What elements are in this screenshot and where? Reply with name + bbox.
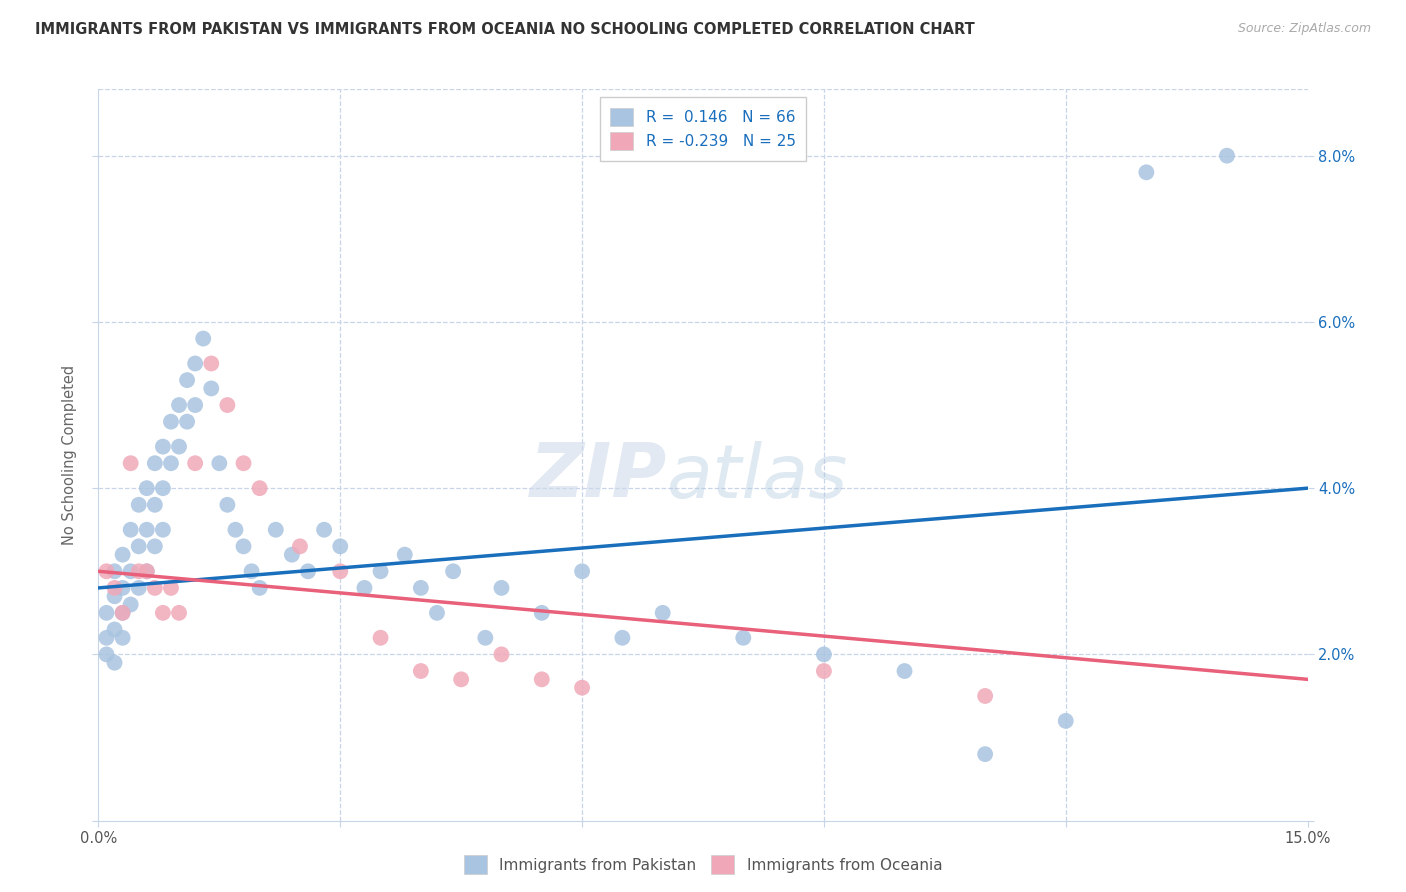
Point	[297, 564, 319, 578]
Point	[232, 456, 254, 470]
Point	[143, 498, 166, 512]
Point	[111, 606, 134, 620]
Point	[103, 581, 125, 595]
Point	[111, 581, 134, 595]
Point	[232, 539, 254, 553]
Text: ZIP: ZIP	[530, 441, 666, 514]
Point	[281, 548, 304, 562]
Point	[426, 606, 449, 620]
Point	[240, 564, 263, 578]
Point	[120, 523, 142, 537]
Point	[160, 456, 183, 470]
Point	[96, 648, 118, 662]
Point	[314, 523, 336, 537]
Point	[264, 523, 287, 537]
Point	[152, 440, 174, 454]
Point	[200, 381, 222, 395]
Point	[135, 564, 157, 578]
Point	[1135, 165, 1157, 179]
Point	[143, 581, 166, 595]
Point	[571, 564, 593, 578]
Point	[184, 356, 207, 370]
Point	[152, 481, 174, 495]
Legend: R =  0.146   N = 66, R = -0.239   N = 25: R = 0.146 N = 66, R = -0.239 N = 25	[600, 97, 806, 161]
Point	[370, 564, 392, 578]
Point	[128, 564, 150, 578]
Point	[409, 581, 432, 595]
Point	[394, 548, 416, 562]
Point	[1054, 714, 1077, 728]
Point	[571, 681, 593, 695]
Y-axis label: No Schooling Completed: No Schooling Completed	[62, 365, 77, 545]
Point	[135, 564, 157, 578]
Point	[96, 606, 118, 620]
Point	[370, 631, 392, 645]
Point	[249, 481, 271, 495]
Point	[329, 564, 352, 578]
Point	[217, 398, 239, 412]
Point	[96, 631, 118, 645]
Point	[143, 456, 166, 470]
Point	[128, 539, 150, 553]
Point	[329, 539, 352, 553]
Point	[111, 631, 134, 645]
Point	[974, 689, 997, 703]
Point	[135, 481, 157, 495]
Point	[160, 415, 183, 429]
Point	[103, 564, 125, 578]
Point	[249, 581, 271, 595]
Point	[217, 498, 239, 512]
Point	[813, 648, 835, 662]
Point	[103, 589, 125, 603]
Point	[120, 456, 142, 470]
Point	[530, 673, 553, 687]
Point	[530, 606, 553, 620]
Legend: Immigrants from Pakistan, Immigrants from Oceania: Immigrants from Pakistan, Immigrants fro…	[458, 849, 948, 880]
Text: atlas: atlas	[666, 441, 848, 513]
Point	[143, 539, 166, 553]
Point	[120, 564, 142, 578]
Point	[893, 664, 915, 678]
Point	[224, 523, 246, 537]
Point	[1216, 149, 1239, 163]
Point	[612, 631, 634, 645]
Point	[184, 456, 207, 470]
Point	[111, 548, 134, 562]
Point	[176, 373, 198, 387]
Point	[103, 656, 125, 670]
Point	[974, 747, 997, 761]
Point	[167, 606, 190, 620]
Point	[96, 564, 118, 578]
Point	[176, 415, 198, 429]
Text: Source: ZipAtlas.com: Source: ZipAtlas.com	[1237, 22, 1371, 36]
Text: IMMIGRANTS FROM PAKISTAN VS IMMIGRANTS FROM OCEANIA NO SCHOOLING COMPLETED CORRE: IMMIGRANTS FROM PAKISTAN VS IMMIGRANTS F…	[35, 22, 974, 37]
Point	[441, 564, 464, 578]
Point	[651, 606, 673, 620]
Point	[152, 606, 174, 620]
Point	[474, 631, 496, 645]
Point	[208, 456, 231, 470]
Point	[167, 440, 190, 454]
Point	[288, 539, 311, 553]
Point	[128, 498, 150, 512]
Point	[200, 356, 222, 370]
Point	[409, 664, 432, 678]
Point	[491, 581, 513, 595]
Point	[160, 581, 183, 595]
Point	[450, 673, 472, 687]
Point	[135, 523, 157, 537]
Point	[128, 581, 150, 595]
Point	[184, 398, 207, 412]
Point	[120, 598, 142, 612]
Point	[353, 581, 375, 595]
Point	[193, 332, 215, 346]
Point	[813, 664, 835, 678]
Point	[491, 648, 513, 662]
Point	[733, 631, 755, 645]
Point	[152, 523, 174, 537]
Point	[111, 606, 134, 620]
Point	[167, 398, 190, 412]
Point	[103, 623, 125, 637]
